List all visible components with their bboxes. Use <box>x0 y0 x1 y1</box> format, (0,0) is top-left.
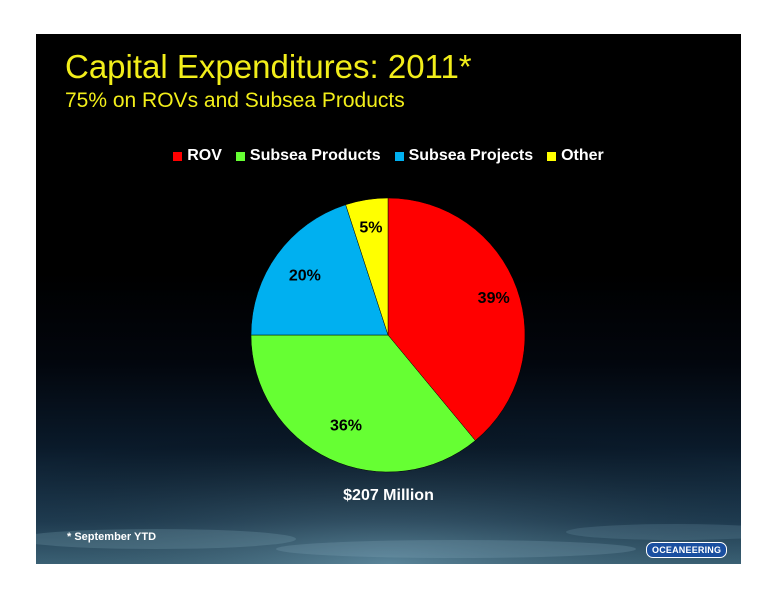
slide-subtitle: 75% on ROVs and Subsea Products <box>65 89 405 112</box>
oceaneering-logo: OCEANEERING <box>646 542 728 558</box>
legend-item-subsea-projects: Subsea Projects <box>394 147 534 164</box>
total-label: $207 Million <box>343 487 434 504</box>
slide: Capital Expenditures: 2011* 75% on ROVs … <box>36 34 741 564</box>
footnote: * September YTD <box>67 531 157 543</box>
legend-swatch <box>235 151 245 161</box>
legend-label: Subsea Products <box>249 147 381 164</box>
legend-label: Other <box>561 147 604 164</box>
legend-label: ROV <box>187 147 222 164</box>
pie-chart: 39% 36% 20% 5% <box>250 197 526 473</box>
pie-slice-other <box>345 197 389 336</box>
legend-swatch <box>173 151 183 161</box>
legend-label: Subsea Projects <box>408 147 534 164</box>
legend-swatch <box>547 151 557 161</box>
pie-slice-rov <box>387 197 526 441</box>
slice-label-subsea-projects: 20% <box>289 268 321 285</box>
slice-label-other: 5% <box>359 220 382 237</box>
slice-label-subsea-products: 36% <box>330 417 362 434</box>
slice-label-rov: 39% <box>478 290 510 307</box>
legend-item-other: Other <box>547 148 604 164</box>
pie-slice-subsea-projects <box>250 204 389 336</box>
legend-item-rov: ROV <box>173 148 222 164</box>
pie-slice-subsea-products <box>250 334 476 473</box>
chart-legend: ROV Subsea Products Subsea Projects Other <box>36 148 741 164</box>
slide-title: Capital Expenditures: 2011* <box>65 48 472 85</box>
legend-item-subsea-products: Subsea Products <box>235 147 381 164</box>
legend-swatch <box>394 151 404 161</box>
